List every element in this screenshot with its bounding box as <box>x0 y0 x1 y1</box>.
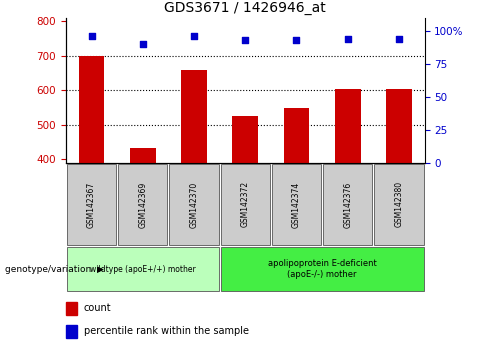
Text: GSM142372: GSM142372 <box>241 181 250 228</box>
FancyBboxPatch shape <box>323 164 372 245</box>
Bar <box>66 325 77 338</box>
Text: GSM142380: GSM142380 <box>394 181 404 228</box>
Text: GSM142376: GSM142376 <box>343 181 352 228</box>
Point <box>395 36 403 42</box>
Text: GSM142370: GSM142370 <box>189 181 199 228</box>
FancyBboxPatch shape <box>118 164 167 245</box>
FancyBboxPatch shape <box>221 164 270 245</box>
Text: genotype/variation  ▶: genotype/variation ▶ <box>5 264 104 274</box>
Bar <box>181 70 207 163</box>
Text: GSM142369: GSM142369 <box>138 181 147 228</box>
FancyBboxPatch shape <box>67 164 116 245</box>
FancyBboxPatch shape <box>221 247 424 291</box>
FancyBboxPatch shape <box>67 247 219 291</box>
Bar <box>79 56 104 163</box>
Bar <box>284 108 309 163</box>
Bar <box>66 302 77 315</box>
Text: GSM142367: GSM142367 <box>87 181 96 228</box>
Text: count: count <box>84 303 111 314</box>
Point <box>139 41 147 47</box>
Bar <box>130 148 156 163</box>
Bar <box>232 116 258 163</box>
Point <box>88 33 96 39</box>
Text: percentile rank within the sample: percentile rank within the sample <box>84 326 249 337</box>
FancyBboxPatch shape <box>272 164 321 245</box>
Text: wildtype (apoE+/+) mother: wildtype (apoE+/+) mother <box>90 264 196 274</box>
Bar <box>335 88 361 163</box>
Point <box>242 37 249 43</box>
Text: apolipoprotein E-deficient
(apoE-/-) mother: apolipoprotein E-deficient (apoE-/-) mot… <box>268 259 376 279</box>
Point <box>293 37 301 43</box>
FancyBboxPatch shape <box>169 164 219 245</box>
FancyBboxPatch shape <box>374 164 424 245</box>
Title: GDS3671 / 1426946_at: GDS3671 / 1426946_at <box>164 1 326 15</box>
Point <box>344 36 352 42</box>
Bar <box>386 88 412 163</box>
Text: GSM142374: GSM142374 <box>292 181 301 228</box>
Point <box>190 33 198 39</box>
